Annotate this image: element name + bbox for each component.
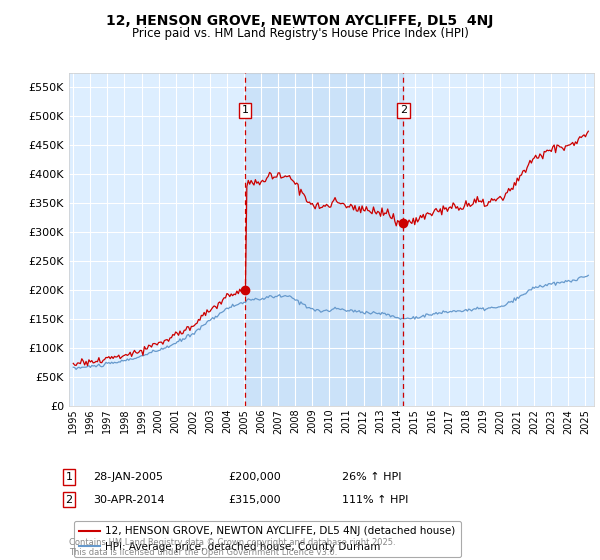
Text: 12, HENSON GROVE, NEWTON AYCLIFFE, DL5  4NJ: 12, HENSON GROVE, NEWTON AYCLIFFE, DL5 4… [106,14,494,28]
Text: Price paid vs. HM Land Registry's House Price Index (HPI): Price paid vs. HM Land Registry's House … [131,27,469,40]
Text: 26% ↑ HPI: 26% ↑ HPI [342,472,401,482]
Text: Contains HM Land Registry data © Crown copyright and database right 2025.
This d: Contains HM Land Registry data © Crown c… [69,538,395,557]
Text: 28-JAN-2005: 28-JAN-2005 [93,472,163,482]
Text: £200,000: £200,000 [228,472,281,482]
Text: 1: 1 [242,105,248,115]
Legend: 12, HENSON GROVE, NEWTON AYCLIFFE, DL5 4NJ (detached house), HPI: Average price,: 12, HENSON GROVE, NEWTON AYCLIFFE, DL5 4… [74,521,461,557]
Text: 2: 2 [65,494,73,505]
Text: £315,000: £315,000 [228,494,281,505]
Bar [245,73,403,406]
Text: 111% ↑ HPI: 111% ↑ HPI [342,494,409,505]
Text: 2: 2 [400,105,407,115]
Text: 30-APR-2014: 30-APR-2014 [93,494,164,505]
Text: 1: 1 [65,472,73,482]
